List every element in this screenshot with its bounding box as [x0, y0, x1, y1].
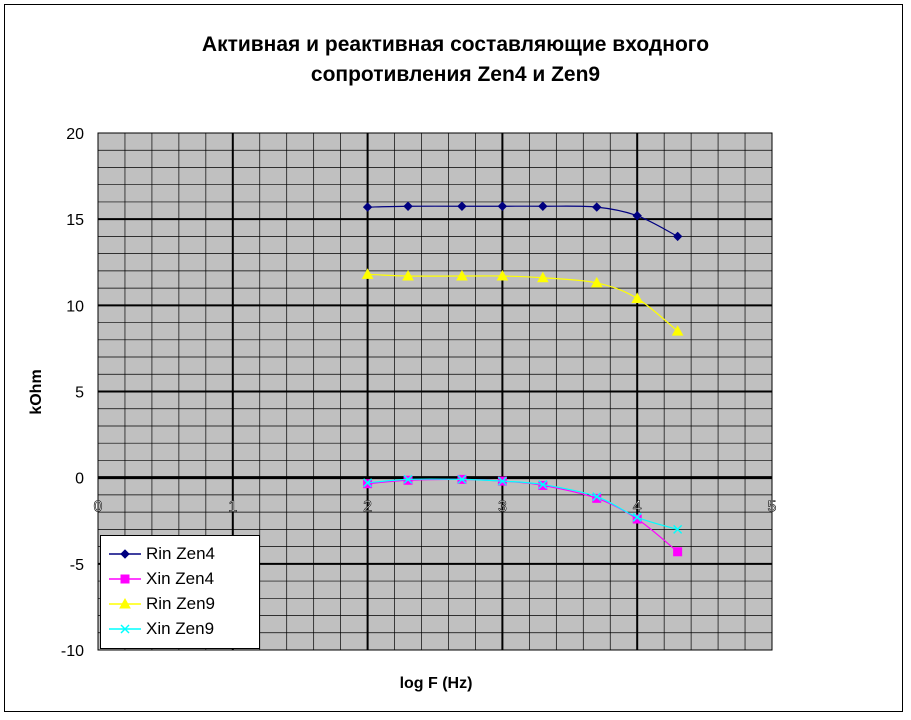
legend-item: Rin Zen9: [101, 594, 261, 614]
data-point-xin-zen9: [592, 492, 602, 502]
series-xin-zen9: [363, 474, 683, 534]
chart-title: Активная и реактивная составляющие входн…: [0, 30, 911, 90]
data-point-rin-zen4: [403, 201, 413, 211]
legend-item: Xin Zen4: [101, 569, 261, 589]
legend-label: Xin Zen4: [146, 569, 215, 588]
legend-item: Xin Zen9: [101, 619, 261, 639]
data-point-xin-zen9: [403, 474, 413, 484]
legend-label: Rin Zen4: [146, 544, 215, 563]
data-point-rin-zen9: [671, 325, 684, 336]
y-axis-label: kOhm: [28, 369, 45, 414]
tick-labels: 20 15 10 5 0 -5 -10 0 1 2 3 4 5: [61, 126, 777, 660]
data-point-xin-zen4: [673, 547, 683, 557]
series-rin-zen4: [362, 201, 683, 242]
legend-marker: [119, 597, 131, 609]
y-tick-label: -5: [70, 557, 84, 574]
y-tick-label: 10: [66, 298, 84, 315]
series-group: [361, 201, 684, 557]
data-point-rin-zen4: [538, 201, 548, 211]
legend-swatch: [109, 597, 141, 609]
plot-border: [97, 132, 773, 651]
data-point-rin-zen4: [672, 231, 683, 242]
series-line-xin-zen9: [367, 478, 678, 530]
data-point-xin-zen9: [497, 476, 507, 486]
legend-marker: [120, 624, 130, 634]
data-point-rin-zen4: [592, 202, 602, 212]
y-tick-label: 15: [66, 212, 84, 229]
legend-swatch: [109, 624, 141, 634]
x-tick-label: 5: [768, 499, 777, 516]
x-tick-label: 2: [363, 499, 372, 516]
legend-swatch: [109, 574, 141, 584]
y-tick-label: -10: [61, 643, 84, 660]
x-axis-label: log F (Hz): [400, 675, 473, 692]
legend: Rin Zen4 Xin Zen4 Rin Zen9 Xin Zen9: [100, 535, 260, 649]
y-tick-label: 20: [66, 126, 84, 143]
series-line-rin-zen9: [367, 273, 679, 332]
data-point-rin-zen4: [457, 201, 467, 211]
x-tick-label: 0: [94, 499, 103, 516]
legend-label: Rin Zen9: [146, 594, 215, 613]
y-tick-label: 0: [75, 471, 84, 488]
data-point-rin-zen4: [497, 201, 508, 211]
legend-swatch: [109, 549, 141, 559]
legend-marker: [120, 574, 130, 584]
data-point-xin-zen9: [632, 512, 642, 522]
x-tick-label: 1: [228, 499, 237, 516]
data-point-rin-zen9: [496, 270, 509, 281]
y-tick-label: 5: [75, 385, 84, 402]
data-point-rin-zen9: [590, 276, 603, 288]
chart-title-line-1: Активная и реактивная составляющие входн…: [201, 33, 710, 56]
legend-marker: [120, 549, 130, 559]
data-point-rin-zen9: [456, 270, 468, 281]
data-point-rin-zen9: [631, 292, 644, 303]
data-point-xin-zen9: [363, 478, 373, 488]
data-point-xin-zen9: [457, 474, 467, 484]
legend-label: Xin Zen9: [146, 619, 215, 638]
series-rin-zen9: [361, 268, 684, 336]
data-point-rin-zen4: [632, 211, 642, 221]
x-tick-label: 4: [633, 499, 642, 516]
data-point-rin-zen9: [361, 268, 374, 279]
data-point-xin-zen9: [538, 480, 548, 490]
data-point-rin-zen9: [536, 271, 549, 283]
chart-title-line-2: сопротивления Zen4 и Zen9: [310, 63, 601, 86]
data-point-rin-zen9: [402, 270, 414, 281]
x-tick-label: 3: [498, 499, 507, 516]
data-point-xin-zen9: [673, 524, 683, 534]
legend-item: Rin Zen4: [101, 544, 261, 564]
data-point-rin-zen4: [362, 202, 373, 212]
